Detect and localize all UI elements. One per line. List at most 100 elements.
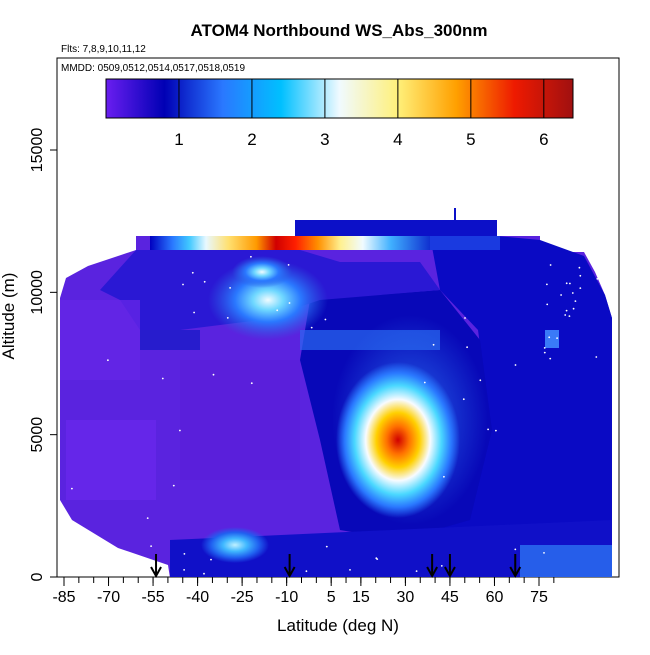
sample-dot <box>432 343 435 346</box>
y-tick-label: 15000 <box>29 128 46 173</box>
sample-dot <box>183 569 186 571</box>
sample-dot <box>495 429 497 432</box>
sample-dot <box>568 315 571 317</box>
sample-dot <box>579 274 582 277</box>
sample-dot <box>574 300 577 302</box>
sample-dot <box>462 398 465 401</box>
sample-dot <box>560 294 562 296</box>
sample-dot <box>487 428 489 431</box>
sample-dot <box>212 373 215 376</box>
sample-dot <box>415 570 418 572</box>
sample-dot <box>72 548 75 551</box>
colorbar-ticks: 1 2 3 4 5 6 <box>174 79 549 149</box>
x-tick-label: 30 <box>397 589 415 606</box>
sample-dot <box>250 382 253 385</box>
x-tick-label: -70 <box>97 589 120 606</box>
field-patch-w3 <box>180 360 300 480</box>
sample-dot <box>549 264 552 266</box>
profile-arrow-head <box>150 566 162 579</box>
sample-dot <box>229 287 232 289</box>
x-axis: -85 -70 -55 -40 -25 -10 5 15 30 45 60 75 <box>52 577 555 606</box>
sample-dot <box>569 282 571 285</box>
top-spike <box>454 208 456 220</box>
sample-dot <box>182 283 184 286</box>
chart-title: ATOM4 Northbound WS_Abs_300nm <box>191 21 488 40</box>
sample-dot <box>161 377 164 380</box>
field-patch-m3 <box>520 545 612 577</box>
sample-dot <box>548 336 551 339</box>
colorbar-tick-label: 2 <box>247 130 256 149</box>
sample-dot <box>564 314 567 316</box>
sample-dot <box>565 309 568 312</box>
x-tick-label: 60 <box>486 589 504 606</box>
chart-subtitle-flights: Flts: 7,8,9,10,11,12 <box>61 44 146 55</box>
sample-dot <box>546 283 548 286</box>
sample-dot <box>62 554 65 557</box>
low-plume <box>201 527 269 563</box>
sample-dot <box>203 572 205 575</box>
sample-dot <box>543 351 546 354</box>
profile-arrow-head <box>444 566 456 579</box>
x-tick-label: 15 <box>352 589 370 606</box>
profile-arrow-head <box>283 566 296 579</box>
sample-dot <box>103 544 106 547</box>
sample-dot <box>287 264 290 266</box>
x-tick-label: 75 <box>530 589 548 606</box>
sample-dot <box>596 278 599 280</box>
field-east <box>398 236 612 577</box>
sample-dot <box>565 282 568 285</box>
colorbar-tick-label: 3 <box>320 130 329 149</box>
upper-layer-plume-2 <box>232 256 292 288</box>
sample-dot <box>514 364 517 366</box>
sample-dot <box>440 565 443 567</box>
sample-dot <box>571 292 574 294</box>
x-tick-label: 5 <box>327 589 336 606</box>
field-lower-band <box>170 520 612 577</box>
sample-dot <box>183 553 186 555</box>
sample-dot <box>549 357 552 360</box>
x-axis-label: Latitude (deg N) <box>277 616 399 635</box>
sample-dot <box>172 484 175 487</box>
sample-dot <box>325 545 328 548</box>
sample-dot <box>150 545 153 547</box>
sample-dot <box>305 570 308 573</box>
profile-arrow-head <box>509 566 522 579</box>
sample-dot <box>443 475 445 478</box>
sample-dot <box>376 558 379 560</box>
sample-dot <box>543 552 545 554</box>
sample-dot <box>595 356 598 358</box>
x-tick-label: 45 <box>441 589 459 606</box>
colorbar-tick-label: 5 <box>466 130 475 149</box>
sample-dot <box>543 347 546 349</box>
field-patch-w2 <box>66 420 156 500</box>
sample-dot <box>71 487 73 490</box>
field-patch-w1 <box>60 300 140 380</box>
x-tick-label: -40 <box>186 589 209 606</box>
y-axis: 0 5000 10000 15000 <box>29 128 57 581</box>
sample-dot <box>193 311 196 314</box>
y-axis-label: Altitude (m) <box>0 273 18 360</box>
sample-dot <box>324 318 327 321</box>
profile-markers <box>150 554 522 579</box>
sample-dot <box>210 558 212 561</box>
top-cap <box>295 220 497 236</box>
y-tick-label: 0 <box>29 572 46 581</box>
sample-dot <box>349 569 351 571</box>
colorbar-tick-label: 6 <box>539 130 548 149</box>
sample-dots <box>62 255 599 576</box>
y-tick-label: 10000 <box>29 270 46 315</box>
sample-dot <box>514 548 517 551</box>
x-tick-label: -85 <box>52 589 75 606</box>
colorbar: 1 2 3 4 5 6 <box>105 78 574 149</box>
sample-dot <box>310 326 313 329</box>
mid-plume <box>336 362 460 518</box>
x-tick-label: -55 <box>142 589 165 606</box>
sample-dot <box>126 567 129 570</box>
x-tick-label: -10 <box>275 589 298 606</box>
sample-dot <box>466 346 468 349</box>
sample-dot <box>546 303 549 306</box>
top-plume <box>150 236 430 250</box>
sample-dot <box>464 317 466 319</box>
